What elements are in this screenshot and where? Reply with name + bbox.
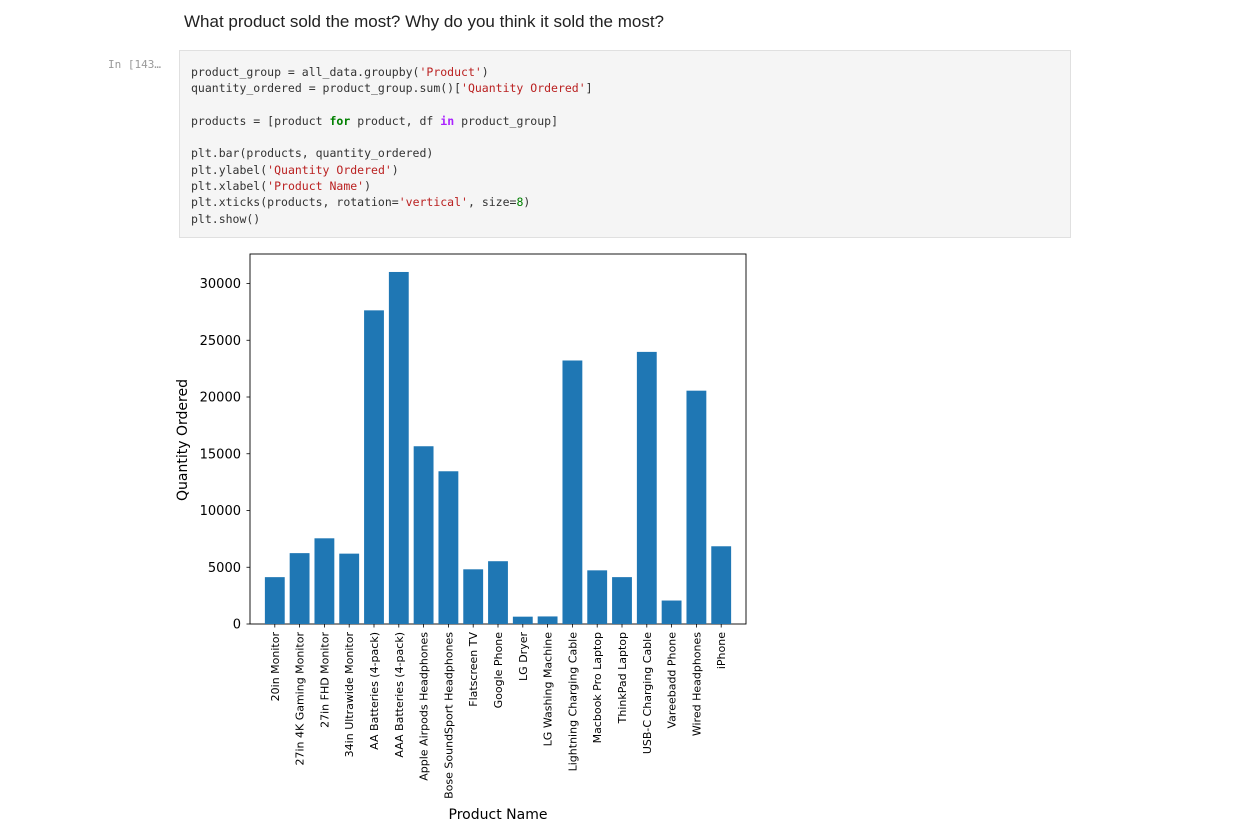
code-token: 'Product Name' [267, 179, 365, 194]
code-token: in [440, 113, 455, 128]
bar [661, 600, 682, 624]
code-token: products = [product [191, 113, 330, 128]
x-axis: 20in Monitor 27in 4K Gaming Monitor 27in F… [269, 624, 728, 799]
y-tick-label: 5000 [208, 561, 241, 576]
cell-execution-prompt: In [143… [108, 58, 161, 71]
bar [686, 390, 707, 624]
x-tick-label: AAA Batteries (4-pack) [393, 632, 406, 758]
bar [289, 553, 310, 624]
bar [711, 546, 732, 624]
y-tick-label: 30000 [200, 277, 241, 292]
x-tick-label: Wired Headphones [690, 632, 703, 736]
bar [537, 616, 558, 624]
x-tick-label: ThinkPad Laptop [616, 632, 629, 724]
code-line: plt.show() [191, 211, 593, 227]
bars-group [264, 271, 732, 624]
bar [388, 271, 409, 624]
bar-chart-output: 0 5000 10000 15000 20000 25000 30000 20in Moni… [175, 253, 747, 823]
code-token: ) [481, 65, 489, 79]
bar [264, 577, 285, 624]
code-token: plt.ylabel( [191, 162, 268, 177]
code-token: ) [391, 162, 399, 177]
x-tick-label: Lightning Charging Cable [566, 632, 579, 772]
code-token: , size= [467, 195, 517, 210]
markdown-heading: What product sold the most? Why do you t… [184, 12, 665, 31]
x-tick-label: iPhone [715, 632, 728, 669]
code-line: plt.xlabel('Product Name') [191, 178, 593, 194]
bar [314, 538, 335, 624]
code-line [191, 97, 593, 113]
bar [587, 570, 608, 624]
code-token: 'Quantity Ordered' [267, 162, 392, 177]
x-tick-label: Google Phone [492, 632, 505, 709]
x-tick-label: Apple Airpods Headphones [418, 632, 431, 781]
x-tick-label: 34in Ultrawide Monitor [343, 632, 356, 758]
bar [438, 471, 459, 624]
code-line: plt.bar(products, quantity_ordered) [191, 145, 593, 161]
x-tick-label: 27in FHD Monitor [318, 632, 331, 728]
code-token: for [329, 113, 351, 128]
y-axis-label: Quantity Ordered [175, 379, 191, 501]
y-tick-label: 15000 [200, 447, 241, 462]
code-line: products = [product for product, df in p… [191, 113, 593, 129]
code-cell-editor[interactable]: product_group = all_data.groupby('Produc… [179, 50, 1071, 238]
bar [512, 616, 533, 624]
code-token: 8 [516, 195, 524, 210]
x-tick-label: LG Washing Machine [542, 632, 555, 747]
x-tick-label: LG Dryer [517, 632, 530, 681]
code-token: ) [364, 179, 372, 194]
bar [488, 561, 508, 624]
x-axis-label: Product Name [449, 807, 548, 823]
y-tick-label: 25000 [200, 334, 241, 349]
code-token: 'vertical' [398, 195, 468, 210]
code-token: product_group] [454, 113, 558, 128]
bar [413, 446, 434, 624]
code-token: 'Product' [419, 65, 482, 79]
bar [463, 569, 484, 624]
y-tick-label: 10000 [200, 504, 241, 519]
code-token: quantity_ordered = product_group.sum()[ [191, 81, 462, 96]
code-line: quantity_ordered = product_group.sum()['… [191, 80, 593, 96]
code-token: 'Quantity Ordered' [461, 81, 586, 96]
x-tick-label: 27in 4K Gaming Monitor [294, 632, 307, 766]
code-token: product, df [350, 113, 441, 128]
bar [562, 360, 583, 624]
x-tick-label: Flatscreen TV [467, 632, 480, 707]
code-line: plt.ylabel('Quantity Ordered') [191, 162, 593, 178]
x-tick-label: AA Batteries (4-pack) [368, 632, 381, 750]
y-tick-label: 20000 [200, 391, 241, 406]
bar [612, 577, 632, 624]
code-token: plt.show() [191, 211, 261, 226]
x-tick-label: Macbook Pro Laptop [591, 632, 604, 743]
y-tick-label: 0 [233, 618, 241, 633]
code-line: product_group = all_data.groupby('Produc… [191, 64, 593, 80]
code-line: plt.xticks(products, rotation='vertical'… [191, 194, 593, 210]
x-tick-label: 20in Monitor [269, 632, 282, 702]
bar [364, 310, 384, 624]
code-token: ) [523, 195, 531, 210]
bar [636, 351, 657, 624]
x-tick-label: USB-C Charging Cable [641, 632, 654, 754]
code-line [191, 129, 593, 145]
x-tick-label: Vareebadd Phone [666, 632, 679, 729]
code-content[interactable]: product_group = all_data.groupby('Produc… [191, 64, 593, 227]
code-token: plt.bar(products, quantity_ordered) [191, 146, 434, 161]
code-token: plt.xlabel( [191, 179, 268, 194]
x-tick-label: Bose SoundSport Headphones [442, 632, 455, 799]
code-token: plt.xticks(products, rotation= [191, 195, 399, 210]
y-axis: 0 5000 10000 15000 20000 25000 30000 [200, 277, 250, 633]
code-token: product_group = all_data.groupby( [191, 65, 420, 79]
bar [339, 553, 360, 624]
code-token: ] [585, 81, 593, 96]
